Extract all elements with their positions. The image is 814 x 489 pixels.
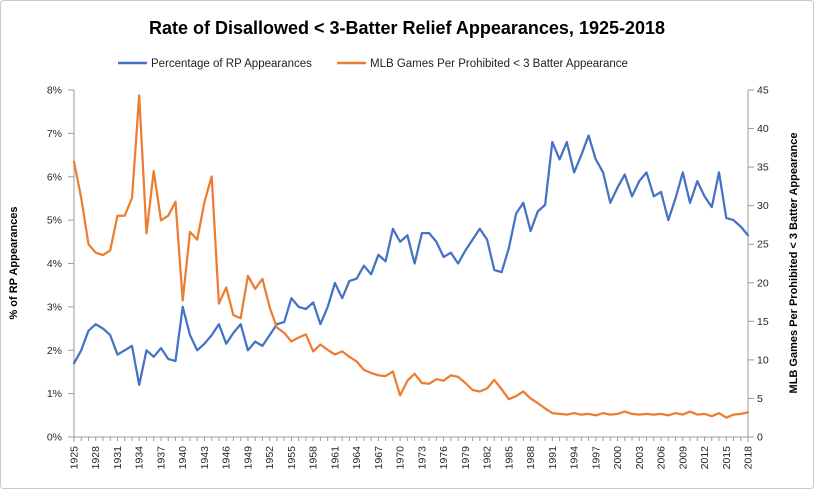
x-axis-tick-label: 1964 [351, 446, 363, 470]
x-axis-tick-label: 2009 [677, 446, 689, 470]
right-axis-tick-label: 20 [757, 277, 769, 289]
x-axis-tick-label: 1934 [134, 446, 146, 470]
x-axis-tick-label: 1952 [264, 446, 276, 470]
series-line-percentage-rp-appearances [72, 134, 750, 387]
left-axis-tick-label: 8% [47, 85, 62, 97]
x-axis-tick-label: 1976 [438, 446, 450, 470]
x-axis-tick-label: 1997 [590, 446, 602, 470]
x-axis-tick-label: 1931 [112, 446, 124, 470]
plot-area [72, 94, 750, 419]
x-axis-tick-label: 1979 [460, 446, 472, 470]
legend-label-games-per-appearance: MLB Games Per Prohibited < 3 Batter Appe… [370, 58, 628, 70]
x-axis-tick-label: 1940 [177, 446, 189, 470]
x-axis-tick-label: 2012 [699, 446, 711, 470]
x-axis-tick-label: 2018 [743, 446, 755, 470]
x-axis-tick-label: 1991 [547, 446, 559, 470]
left-axis-tick-label: 0% [47, 432, 62, 444]
left-axis-tick-label: 7% [47, 128, 62, 140]
legend-label-rp-appearances: Percentage of RP Appearances [151, 58, 312, 70]
right-axis-tick-label: 30 [757, 200, 769, 212]
x-axis-tick-label: 1970 [395, 446, 407, 470]
right-axis-tick-label: 0 [757, 432, 763, 444]
x-axis-tick-label: 1928 [90, 446, 102, 470]
left-axis-tick-label: 5% [47, 215, 62, 227]
x-axis-tick-label: 1946 [221, 446, 233, 470]
x-axis-tick-label: 1967 [373, 446, 385, 470]
x-axis-tick-label: 1925 [69, 446, 81, 470]
legend: Percentage of RP Appearances MLB Games P… [118, 58, 628, 70]
left-axis-tick-label: 6% [47, 171, 62, 183]
x-axis-tick-label: 2000 [612, 446, 624, 470]
axes [68, 89, 754, 442]
x-axis-tick-label: 1961 [329, 446, 341, 470]
left-axis-tick-label: 3% [47, 301, 62, 313]
right-axis-title: MLB Games Per Prohibited < 3 Batter Appe… [788, 133, 800, 394]
axis-tick-labels: 0% 1% 2% 3% 4% 5% 6% 7% 8% 0 5 10 15 20 25 30 35 40 45 1925… [47, 85, 769, 470]
x-axis-tick-label: 1955 [286, 446, 298, 470]
x-axis-tick-label: 1949 [242, 446, 254, 470]
left-axis-tick-label: 1% [47, 388, 62, 400]
chart-title: Rate of Disallowed < 3-Batter Relief App… [149, 18, 665, 38]
right-axis-tick-label: 45 [757, 85, 769, 97]
x-axis-tick-label: 1994 [569, 446, 581, 470]
x-axis-tick-label: 2003 [634, 446, 646, 470]
left-axis-tick-label: 2% [47, 345, 62, 357]
x-axis-tick-label: 1985 [503, 446, 515, 470]
right-axis-tick-label: 5 [757, 393, 763, 405]
x-axis-tick-label: 1943 [199, 446, 211, 470]
x-axis-tick-label: 2015 [721, 446, 733, 470]
x-axis-tick-label: 1958 [308, 446, 320, 470]
left-axis-tick-label: 4% [47, 258, 62, 270]
right-axis-tick-label: 40 [757, 123, 769, 135]
right-axis-tick-label: 25 [757, 239, 769, 251]
right-axis-tick-label: 10 [757, 354, 769, 366]
x-axis-tick-label: 1988 [525, 446, 537, 470]
x-axis-tick-label: 2006 [656, 446, 668, 470]
legend-item-rp-appearances: Percentage of RP Appearances [118, 58, 312, 70]
right-axis-tick-label: 15 [757, 316, 769, 328]
right-axis-tick-label: 35 [757, 162, 769, 174]
x-axis-tick-label: 1973 [416, 446, 428, 470]
series-line-games-per-prohibited-appearance [72, 94, 750, 419]
x-axis-tick-label: 1982 [482, 446, 494, 470]
left-axis-title: % of RP Appearances [8, 206, 20, 319]
x-axis-tick-label: 1937 [155, 446, 167, 470]
legend-item-games-per-appearance: MLB Games Per Prohibited < 3 Batter Appe… [337, 58, 628, 70]
